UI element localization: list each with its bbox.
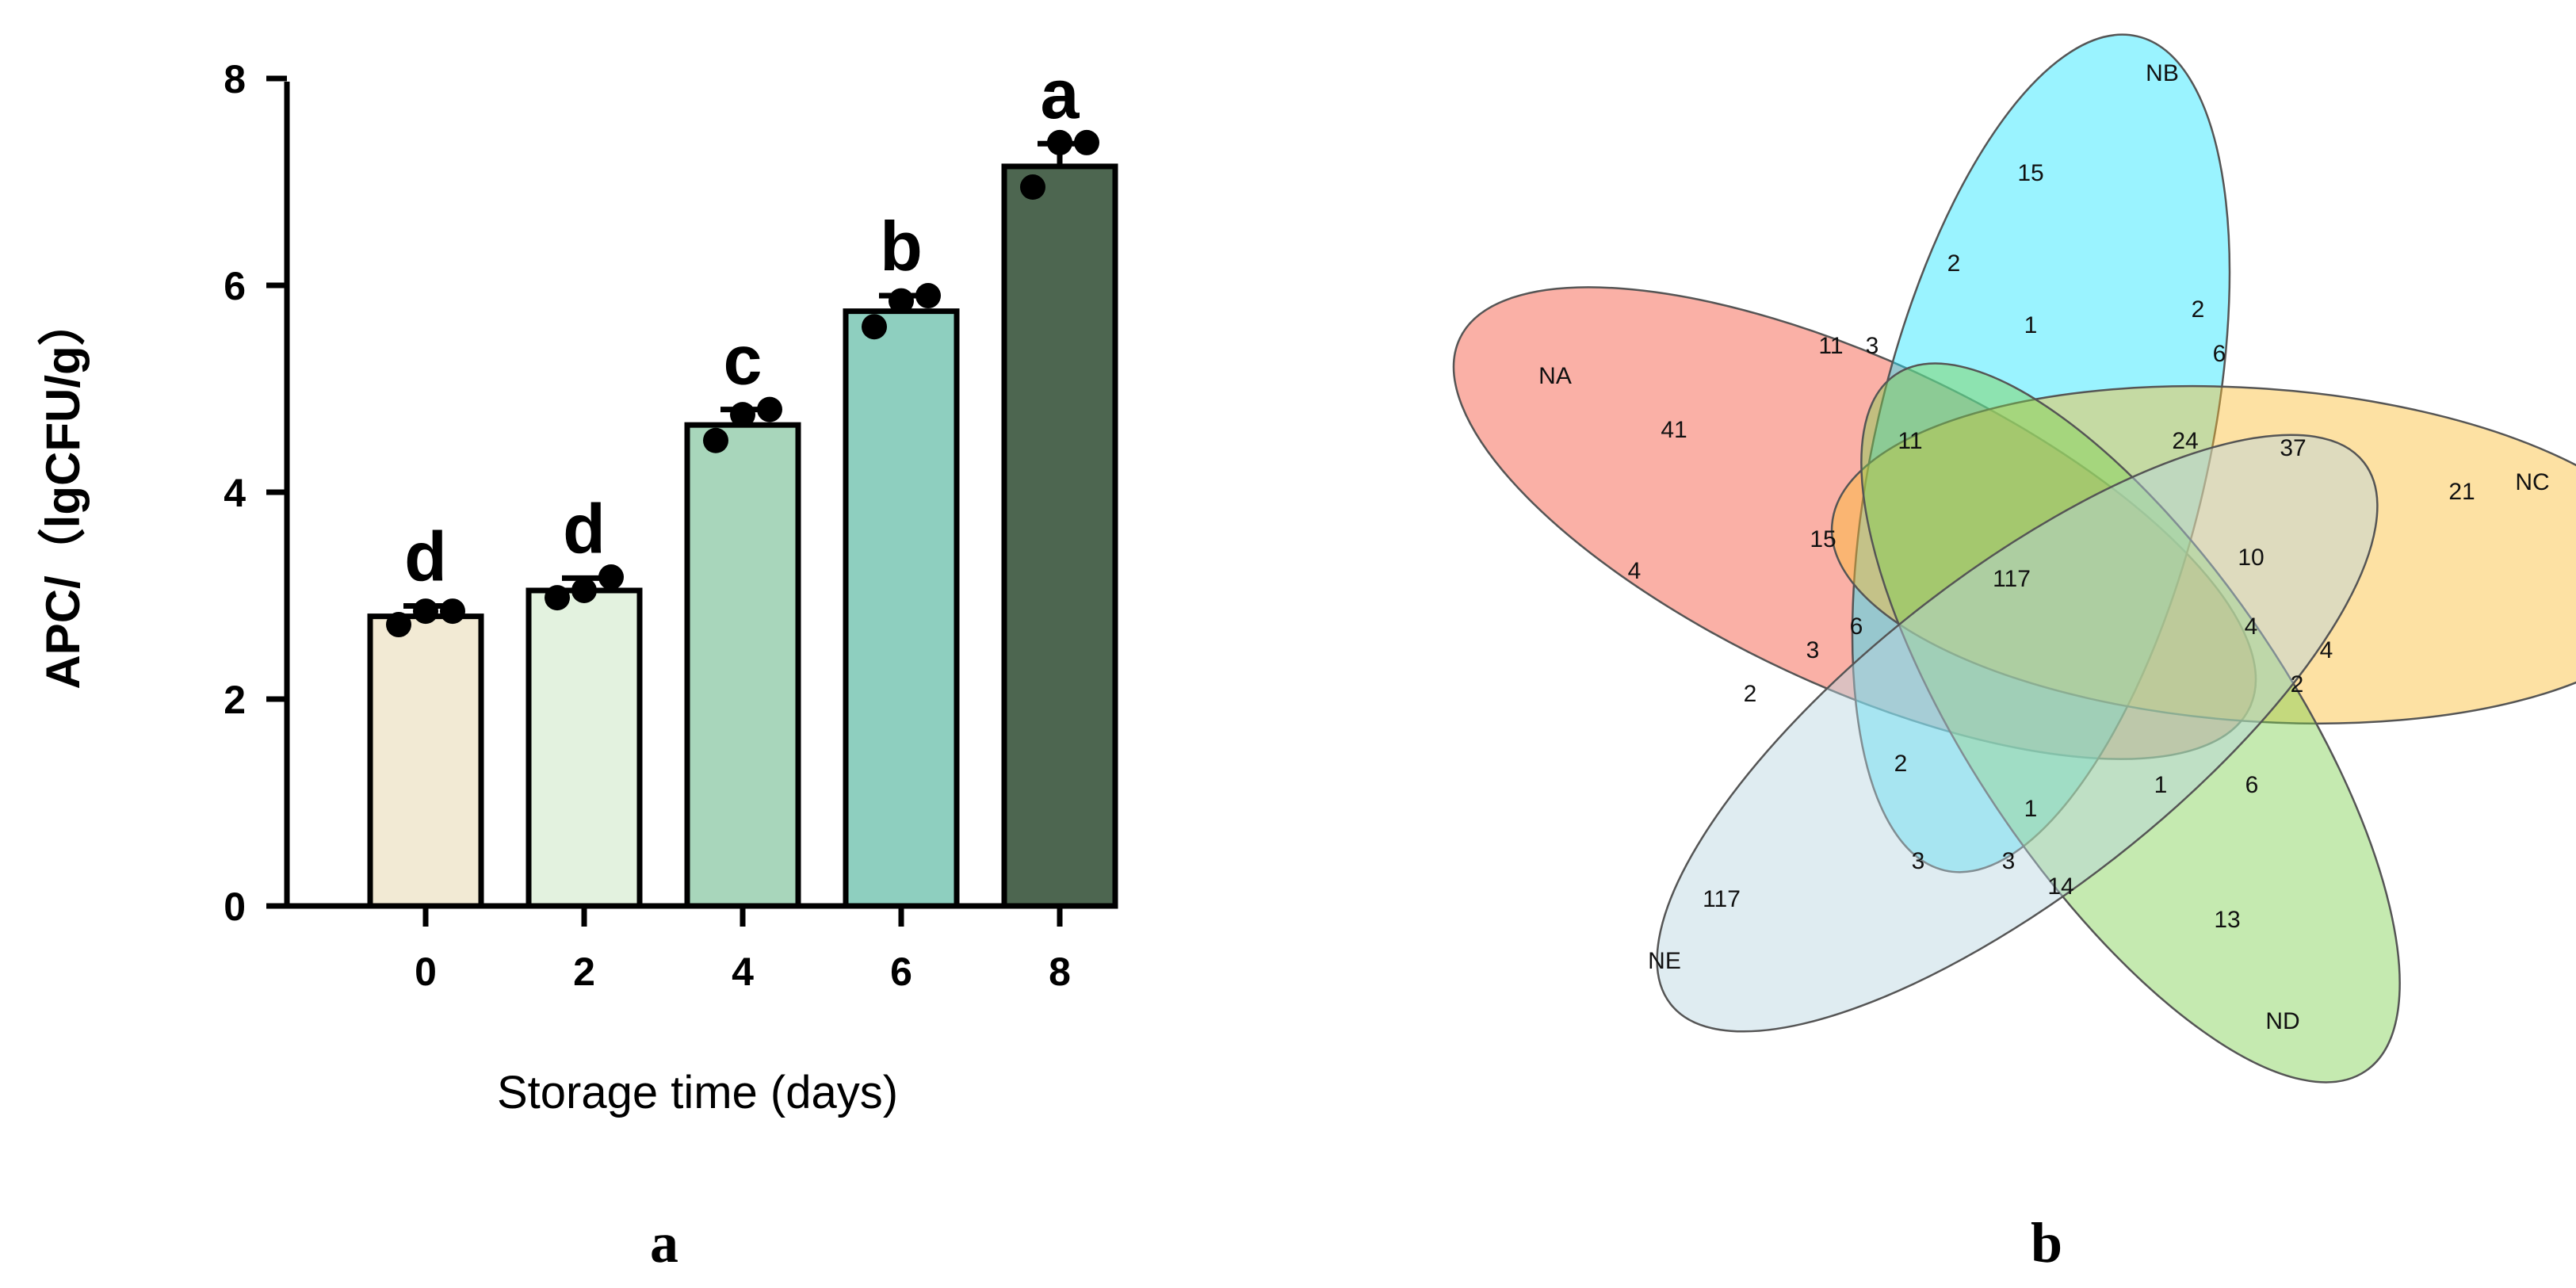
bar-2 <box>526 587 643 909</box>
panel-label-b: b <box>2031 1211 2062 1275</box>
venn-set-label: NC <box>2515 469 2549 495</box>
replicate-point <box>1074 129 1099 155</box>
venn-count: 6 <box>2213 341 2226 367</box>
venn-set-nd <box>1860 362 2401 1084</box>
x-tick-label: 6 <box>890 950 912 994</box>
venn-count: 117 <box>1993 566 2031 592</box>
replicate-point <box>915 283 941 309</box>
replicate-point <box>889 288 914 314</box>
x-tick-label: 0 <box>415 950 437 994</box>
venn-set-na <box>1452 286 2257 760</box>
x-axis-title: Storage time (days) <box>497 1067 898 1118</box>
replicate-point <box>386 612 411 638</box>
venn-count: 15 <box>2017 160 2043 186</box>
venn-count: 41 <box>1661 417 1687 443</box>
replicate-point <box>598 564 624 590</box>
replicate-point <box>703 427 728 453</box>
significance-letter: b <box>880 207 923 285</box>
significance-letter: d <box>563 489 606 568</box>
venn-count: 2 <box>2192 296 2205 323</box>
x-tick-label: 8 <box>1049 950 1071 994</box>
bar-0 <box>367 613 484 909</box>
significance-letter: a <box>1041 55 1080 133</box>
venn-set-nc <box>1830 384 2576 725</box>
x-tick-label: 4 <box>732 950 754 994</box>
y-tick-label: 0 <box>224 885 246 929</box>
bars-layer <box>367 140 1118 909</box>
venn-count: 3 <box>1912 848 1925 874</box>
bar-4 <box>684 422 801 909</box>
bar-chart: d d c b a 0 2 4 6 8 0 2 4 6 8 APC/（lgCFU/g） Storage … <box>36 55 1118 1275</box>
venn-count: 3 <box>1806 637 1820 663</box>
y-tick-label: 8 <box>224 57 246 101</box>
replicate-point <box>571 577 597 603</box>
y-ticks: 0 2 4 6 8 <box>224 57 287 929</box>
replicate-point <box>1047 129 1072 155</box>
venn-count: 4 <box>2320 637 2333 663</box>
venn-ellipses <box>1452 33 2576 1084</box>
significance-letters: d d c b a <box>404 55 1080 595</box>
x-tick-label: 2 <box>573 950 595 994</box>
venn-count: 1 <box>2024 312 2038 338</box>
significance-letter: c <box>724 321 762 399</box>
bar-6 <box>843 308 960 909</box>
replicate-point <box>545 585 570 611</box>
y-tick-label: 6 <box>224 264 246 308</box>
y-axis-title: APC/（lgCFU/g） <box>36 298 90 689</box>
venn-count: 6 <box>2245 772 2259 798</box>
venn-set-label: ND <box>2265 1008 2299 1034</box>
venn-count: 15 <box>1810 526 1836 552</box>
replicate-point <box>440 598 465 625</box>
venn-count: 2 <box>1894 751 1908 777</box>
venn-count: 10 <box>2238 545 2264 571</box>
venn-count: 24 <box>2172 428 2198 454</box>
venn-set-label: NB <box>2146 60 2179 86</box>
venn-count: 3 <box>2002 848 2016 874</box>
replicate-point <box>1020 174 1045 201</box>
panel-label-a: a <box>650 1211 678 1275</box>
venn-set-label: NA <box>1538 363 1572 389</box>
x-ticks: 0 2 4 6 8 <box>415 906 1071 994</box>
venn-count: 14 <box>2047 873 2073 900</box>
venn-count: 1 <box>2154 772 2168 798</box>
replicate-point <box>757 396 782 422</box>
venn-count: 37 <box>2280 435 2306 461</box>
venn-count: 21 <box>2448 479 2475 505</box>
venn-count: 2 <box>1744 681 1757 707</box>
replicate-point <box>730 402 755 428</box>
replicate-point <box>862 314 887 340</box>
venn-set-label: NE <box>1648 948 1681 974</box>
venn-count: 13 <box>2214 907 2240 933</box>
bar-8 <box>1001 163 1118 909</box>
venn-count: 3 <box>1866 333 1879 359</box>
points-layer <box>386 129 1099 638</box>
venn-set-ne <box>1656 434 2379 1033</box>
y-tick-label: 4 <box>224 471 246 515</box>
venn-count: 117 <box>1703 886 1741 912</box>
venn-count: 6 <box>1850 613 1863 640</box>
venn-count: 4 <box>2245 613 2258 640</box>
venn-count: 2 <box>2291 671 2304 698</box>
venn-set-nb <box>1851 33 2231 873</box>
venn-set-labels: NA NB NC ND NE <box>1538 60 2550 1034</box>
significance-letter: d <box>404 518 447 596</box>
venn-count: 11 <box>1818 333 1843 359</box>
venn-count: 4 <box>1628 558 1642 584</box>
replicate-point <box>413 598 438 625</box>
venn-count: 2 <box>1947 250 1961 277</box>
y-tick-label: 2 <box>224 678 246 722</box>
venn-count: 11 <box>1898 428 1922 454</box>
venn-count: 1 <box>2024 796 2038 822</box>
